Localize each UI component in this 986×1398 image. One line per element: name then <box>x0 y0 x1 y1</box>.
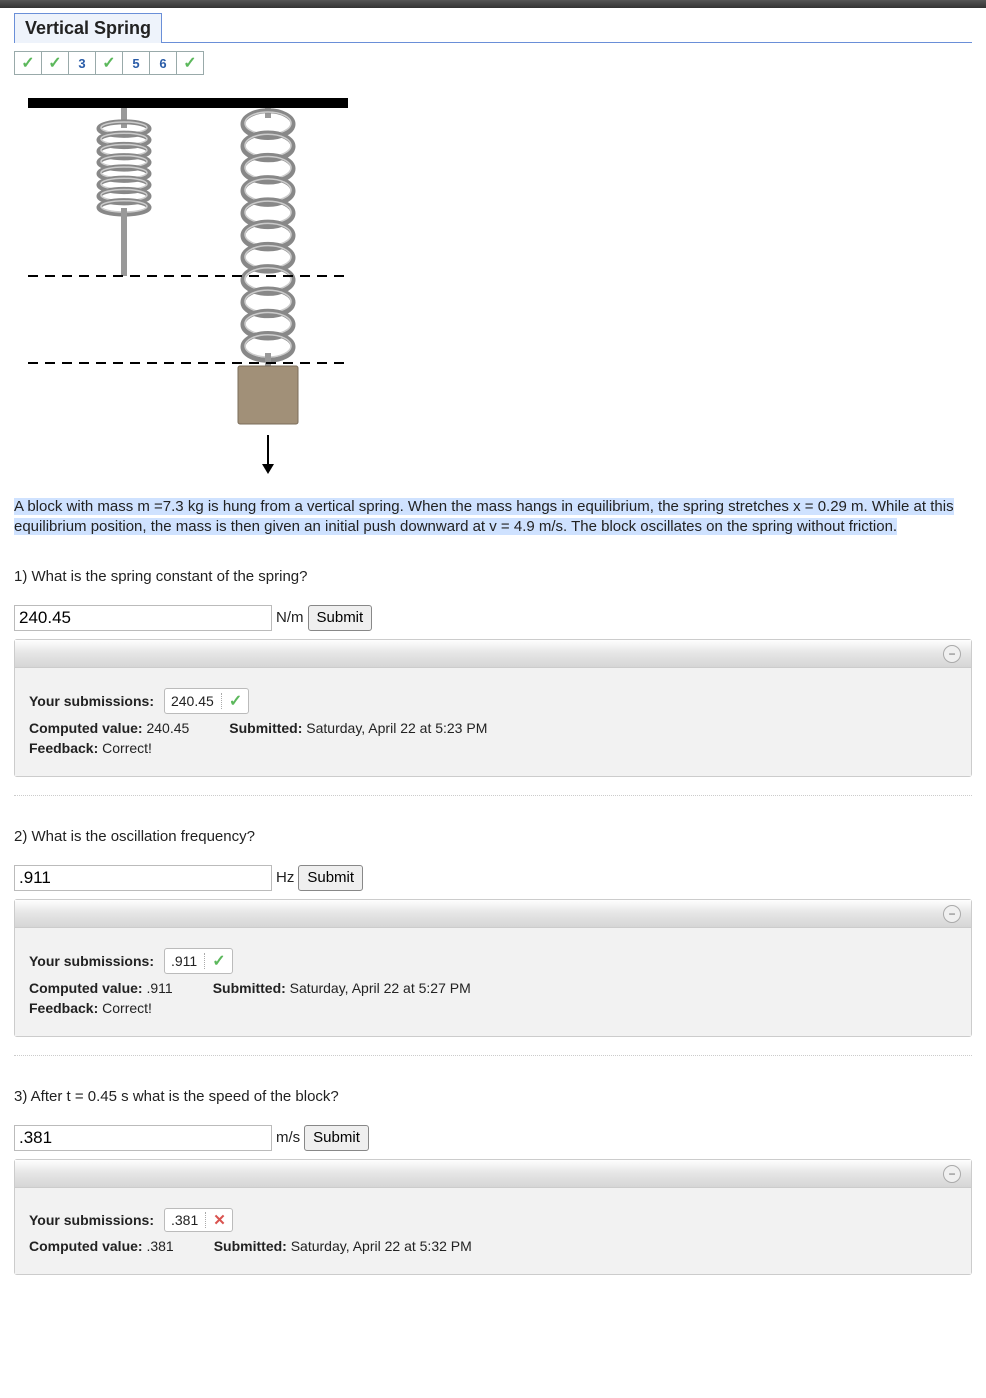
answer-input[interactable] <box>14 1125 272 1151</box>
chip-divider <box>221 693 222 709</box>
computed-line: Computed value: 240.45Submitted: Saturda… <box>29 720 957 736</box>
check-icon: ✓ <box>21 53 34 73</box>
question-label: 3) After t = 0.45 s what is the speed of… <box>14 1088 972 1105</box>
panel-header: − <box>15 1160 971 1188</box>
answer-input[interactable] <box>14 865 272 891</box>
question-block: 2) What is the oscillation frequency? HzS… <box>14 828 972 1037</box>
unit-label: N/m <box>272 609 308 626</box>
collapse-icon[interactable]: − <box>943 645 961 663</box>
submit-button[interactable]: Submit <box>304 1125 369 1151</box>
submission-chip[interactable]: .911 ✓ <box>164 948 233 974</box>
chip-divider <box>205 1212 206 1228</box>
check-icon: ✓ <box>212 951 225 971</box>
submissions-label: Your submissions: <box>29 1212 154 1228</box>
check-icon: ✓ <box>48 53 61 73</box>
computed-line: Computed value: .381Submitted: Saturday,… <box>29 1238 957 1254</box>
spring-diagram <box>28 83 958 487</box>
submission-chip[interactable]: .381 ✕ <box>164 1208 233 1232</box>
progress-box[interactable]: ✓ <box>95 51 123 75</box>
submission-value: 240.45 <box>171 693 214 709</box>
submit-button[interactable]: Submit <box>308 605 373 631</box>
panel-header: − <box>15 640 971 668</box>
check-icon: ✓ <box>229 691 242 711</box>
submissions-label: Your submissions: <box>29 953 154 969</box>
window-topbar <box>0 0 986 8</box>
submission-value: .911 <box>171 953 197 969</box>
check-icon: ✓ <box>183 53 196 73</box>
progress-box[interactable]: 6 <box>149 51 177 75</box>
submission-value: .381 <box>171 1212 198 1228</box>
check-icon: ✓ <box>102 53 115 73</box>
page-title: Vertical Spring <box>25 18 151 38</box>
question-label: 1) What is the spring constant of the sp… <box>14 568 972 585</box>
progress-box[interactable]: ✓ <box>41 51 69 75</box>
question-block: 3) After t = 0.45 s what is the speed of… <box>14 1088 972 1275</box>
divider <box>14 1055 972 1056</box>
problem-statement: A block with mass m =7.3 kg is hung from… <box>14 497 972 538</box>
submit-button[interactable]: Submit <box>298 865 363 891</box>
question-block: 1) What is the spring constant of the sp… <box>14 568 972 777</box>
computed-line: Computed value: .911Submitted: Saturday,… <box>29 980 957 996</box>
progress-box[interactable]: 5 <box>122 51 150 75</box>
progress-box[interactable]: ✓ <box>14 51 42 75</box>
feedback-line: Feedback: Correct! <box>29 740 957 756</box>
collapse-icon[interactable]: − <box>943 1165 961 1183</box>
submissions-label: Your submissions: <box>29 693 154 709</box>
answer-input[interactable] <box>14 605 272 631</box>
problem-text: A block with mass m =7.3 kg is hung from… <box>14 498 954 535</box>
collapse-icon[interactable]: − <box>943 905 961 923</box>
unit-label: Hz <box>272 869 298 886</box>
chip-divider <box>204 953 205 969</box>
feedback-panel: − Your submissions: .381 ✕ Computed value: .… <box>14 1159 972 1275</box>
divider <box>14 795 972 796</box>
x-icon: ✕ <box>213 1211 226 1229</box>
feedback-panel: − Your submissions: 240.45 ✓ Computed value:… <box>14 639 972 777</box>
page-title-tab: Vertical Spring <box>14 13 162 43</box>
progress-indicator: ✓ ✓ 3 ✓ 56 ✓ <box>14 51 972 75</box>
question-label: 2) What is the oscillation frequency? <box>14 828 972 845</box>
panel-header: − <box>15 900 971 928</box>
unit-label: m/s <box>272 1129 304 1146</box>
progress-box[interactable]: 3 <box>68 51 96 75</box>
feedback-panel: − Your submissions: .911 ✓ Computed value: .… <box>14 899 972 1037</box>
feedback-line: Feedback: Correct! <box>29 1000 957 1016</box>
progress-box[interactable]: ✓ <box>176 51 204 75</box>
submission-chip[interactable]: 240.45 ✓ <box>164 688 249 714</box>
